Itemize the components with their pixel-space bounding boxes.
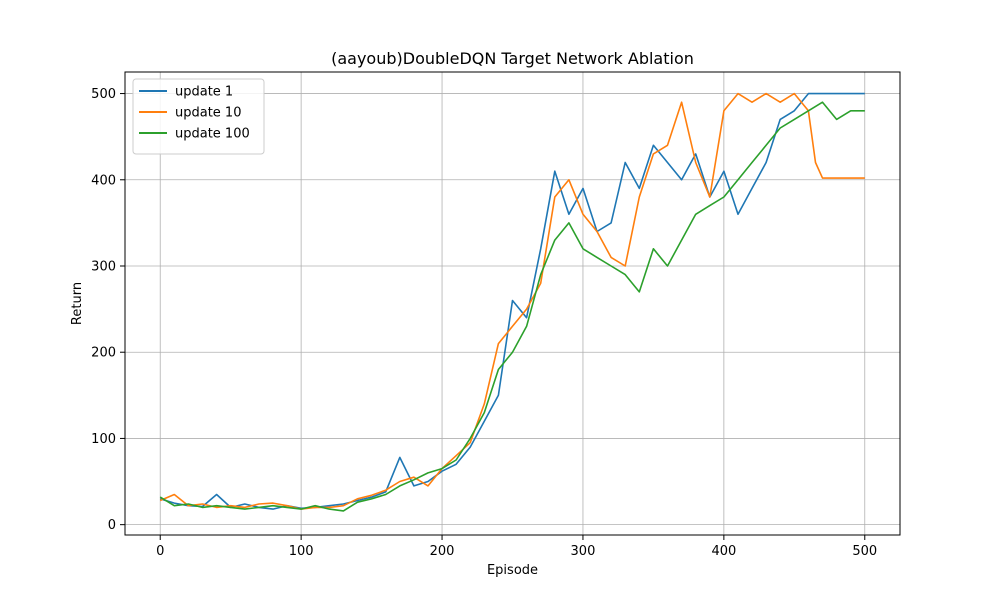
ticks: 0 100 200 300 400 500 0 100 200 300 400 500 bbox=[91, 87, 877, 559]
x-tick-label: 200 bbox=[430, 544, 455, 559]
legend-label: update 1 bbox=[175, 85, 233, 100]
y-tick-label: 300 bbox=[91, 259, 116, 274]
legend-label: update 100 bbox=[175, 127, 250, 142]
grid bbox=[125, 72, 900, 535]
legend-box bbox=[132, 78, 265, 155]
y-tick-label: 100 bbox=[91, 432, 116, 447]
y-tick-label: 200 bbox=[91, 346, 116, 361]
x-tick-label: 100 bbox=[289, 544, 314, 559]
series-line-2 bbox=[159, 92, 865, 510]
y-tick-label: 400 bbox=[91, 173, 116, 188]
x-tick-label: 400 bbox=[711, 544, 736, 559]
chart-title: (aayoub)DoubleDQN Target Network Ablatio… bbox=[331, 49, 694, 68]
x-tick-label: 500 bbox=[852, 544, 877, 559]
y-axis-label: Return bbox=[70, 282, 85, 325]
plot-lines bbox=[159, 92, 865, 512]
x-tick-label: 0 bbox=[156, 544, 164, 559]
series-line-3 bbox=[159, 101, 865, 512]
x-axis-label: Episode bbox=[487, 563, 538, 578]
legend-label: update 10 bbox=[175, 106, 241, 121]
x-tick-label: 300 bbox=[571, 544, 596, 559]
series-line-1 bbox=[159, 92, 865, 510]
legend: update 1 update 10 update 100 bbox=[132, 78, 265, 155]
y-tick-label: 500 bbox=[91, 87, 116, 102]
y-tick-label: 0 bbox=[108, 518, 116, 533]
plot-frame bbox=[124, 71, 901, 536]
